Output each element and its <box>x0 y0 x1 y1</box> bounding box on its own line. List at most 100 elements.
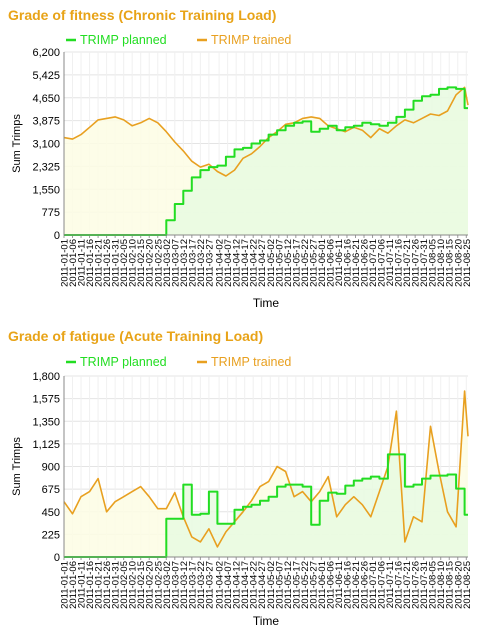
x-tick-label: 2011-06-11 <box>334 561 345 608</box>
y-tick-label: 225 <box>42 529 60 541</box>
x-tick-label: 2011-07-11 <box>385 239 396 286</box>
x-tick-label: 2011-05-27 <box>308 239 319 287</box>
x-tick-label: 2011-01-31 <box>111 561 122 609</box>
x-tick-label: 2011-04-02 <box>215 561 226 609</box>
x-tick-label: 2011-07-26 <box>411 239 422 287</box>
x-tick-label: 2011-05-07 <box>274 561 285 609</box>
x-tick-label: 2011-04-17 <box>240 239 251 287</box>
y-tick-label: 6,200 <box>32 47 60 59</box>
x-tick-label: 2011-01-11 <box>77 561 88 608</box>
x-tick-label: 2011-05-22 <box>300 239 311 287</box>
y-axis-label: Sum Trimps <box>11 114 23 173</box>
fatigue-chart: 0 225 450 675 900 1,125 1,350 1,575 1,800 2011-01… <box>11 355 473 628</box>
fitness-chart: 0 775 1,550 2,325 3,100 3,875 4,650 5,425 6,200 2… <box>11 33 473 310</box>
x-tick-label: 2011-05-17 <box>291 561 302 609</box>
x-tick-label: 2011-01-26 <box>102 561 113 609</box>
x-tick-label: 2011-01-11 <box>77 239 88 286</box>
x-tick-label: 2011-07-01 <box>368 561 379 609</box>
x-tick-label: 2011-04-22 <box>249 561 260 609</box>
x-tick-label: 2011-01-26 <box>102 239 113 287</box>
x-tick-label: 2011-04-12 <box>232 239 243 287</box>
x-tick-label: 2011-05-12 <box>283 239 294 287</box>
y-tick-label: 675 <box>42 484 60 496</box>
x-tick-label: 2011-04-27 <box>257 239 268 287</box>
x-tick-label: 2011-07-01 <box>368 239 379 287</box>
x-tick-label: 2011-02-20 <box>145 561 156 609</box>
x-tick-label: 2011-03-17 <box>187 239 198 287</box>
y-tick-label: 1,575 <box>32 394 60 406</box>
x-tick-label: 2011-06-11 <box>334 239 345 286</box>
series-line-planned <box>64 86 468 236</box>
x-tick-label: 2011-03-07 <box>170 561 181 609</box>
x-tick-label: 2011-01-06 <box>68 239 79 287</box>
series-line-planned <box>64 453 468 558</box>
x-tick-label: 2011-08-05 <box>428 239 439 287</box>
x-tick-label: 2011-03-12 <box>179 561 190 609</box>
chart-title: Grade of fitness (Chronic Training Load) <box>8 7 277 23</box>
x-tick-label: 2011-03-22 <box>196 561 207 609</box>
x-tick-label: 2011-06-06 <box>325 239 336 287</box>
x-tick-label: 2011-03-07 <box>170 239 181 287</box>
x-tick-label: 2011-02-10 <box>128 561 139 609</box>
x-tick-label: 2011-08-25 <box>462 239 473 287</box>
x-tick-label: 2011-02-10 <box>128 239 139 287</box>
x-tick-label: 2011-05-02 <box>266 239 277 287</box>
x-tick-label: 2011-01-16 <box>85 239 96 287</box>
x-tick-label: 2011-04-17 <box>240 561 251 609</box>
x-tick-label: 2011-01-06 <box>68 561 79 609</box>
chart-title: Grade of fatigue (Acute Training Load) <box>8 328 264 344</box>
x-tick-label: 2011-07-06 <box>377 561 388 609</box>
x-tick-label: 2011-04-12 <box>232 561 243 609</box>
x-tick-label: 2011-05-02 <box>266 561 277 609</box>
x-tick-label: 2011-03-12 <box>179 239 190 287</box>
x-axis-label: Time <box>253 296 280 310</box>
x-tick-label: 2011-01-31 <box>111 239 122 287</box>
y-tick-label: 1,550 <box>32 184 60 196</box>
fatigue-chart-panel: Grade of fatigue (Acute Training Load) 0… <box>0 318 492 636</box>
y-tick-label: 900 <box>42 462 60 474</box>
x-tick-label: 2011-06-01 <box>317 561 328 609</box>
legend-label: TRIMP planned <box>80 33 167 47</box>
x-tick-label: 2011-07-31 <box>419 239 430 287</box>
y-tick-label: 2,325 <box>32 161 60 173</box>
y-axis-label: Sum Trimps <box>11 437 23 496</box>
x-tick-label: 2011-08-25 <box>462 561 473 609</box>
x-tick-label: 2011-07-06 <box>377 239 388 287</box>
x-tick-label: 2011-03-27 <box>204 239 215 287</box>
x-tick-label: 2011-06-26 <box>360 561 371 609</box>
y-tick-label: 450 <box>42 507 60 519</box>
series-area <box>64 454 468 557</box>
x-tick-label: 2011-05-12 <box>283 561 294 609</box>
x-tick-label: 2011-07-21 <box>402 561 413 609</box>
x-tick-label: 2011-06-01 <box>317 239 328 287</box>
x-tick-label: 2011-07-11 <box>385 561 396 608</box>
legend-label: TRIMP trained <box>211 33 291 47</box>
y-tick-label: 0 <box>54 552 60 564</box>
x-tick-label: 2011-02-20 <box>145 239 156 287</box>
y-tick-label: 1,125 <box>32 439 60 451</box>
x-tick-label: 2011-02-15 <box>136 561 147 609</box>
x-tick-label: 2011-03-27 <box>204 561 215 609</box>
x-tick-label: 2011-06-16 <box>342 561 353 609</box>
x-axis-label: Time <box>253 614 280 628</box>
x-tick-label: 2011-06-21 <box>351 561 362 609</box>
series-area <box>64 87 468 236</box>
y-tick-label: 1,350 <box>32 416 60 428</box>
x-tick-label: 2011-08-05 <box>428 561 439 609</box>
x-tick-label: 2011-01-01 <box>60 239 71 287</box>
x-tick-label: 2011-01-16 <box>85 561 96 609</box>
x-tick-label: 2011-08-15 <box>445 239 456 287</box>
x-tick-label: 2011-08-10 <box>436 561 447 609</box>
x-tick-label: 2011-08-20 <box>453 561 464 609</box>
y-tick-label: 4,650 <box>32 93 60 105</box>
y-tick-label: 5,425 <box>32 70 60 82</box>
x-tick-label: 2011-07-31 <box>419 561 430 609</box>
x-tick-label: 2011-03-17 <box>187 561 198 609</box>
x-tick-label: 2011-06-06 <box>325 561 336 609</box>
x-tick-label: 2011-02-15 <box>136 239 147 287</box>
x-tick-label: 2011-01-01 <box>60 561 71 609</box>
x-tick-label: 2011-05-17 <box>291 239 302 287</box>
y-tick-label: 1,800 <box>32 371 60 383</box>
legend-label: TRIMP trained <box>211 355 291 369</box>
x-tick-label: 2011-01-21 <box>94 561 105 609</box>
